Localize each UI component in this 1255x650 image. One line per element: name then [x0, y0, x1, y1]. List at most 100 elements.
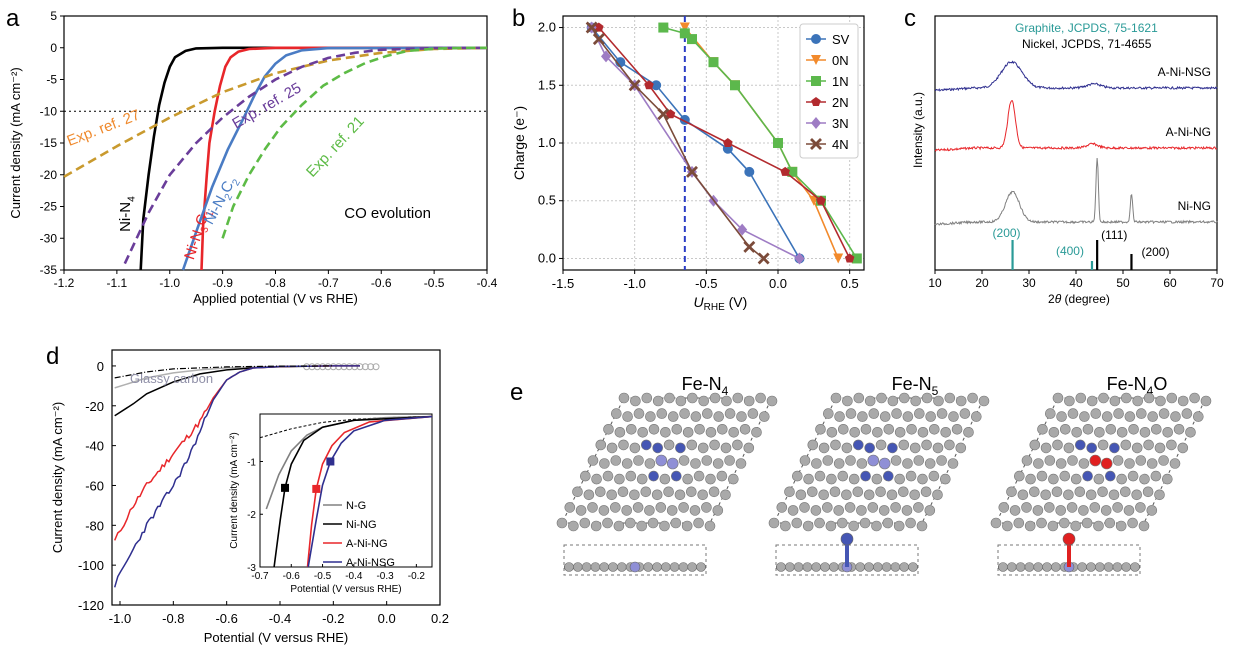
panel-b-marker [811, 117, 821, 129]
panel-e-atom [1193, 411, 1204, 422]
panel-c-xtick-label: 50 [1116, 276, 1130, 290]
panel-e-atom [618, 439, 629, 451]
panel-e-atom [913, 502, 924, 513]
panel-e-atom [836, 517, 848, 529]
panel-e-atom [708, 486, 720, 498]
panel-e-atom [787, 505, 799, 516]
panel-e-atom [944, 392, 956, 404]
panel-d-chart: -1.0 -0.8 -0.6 -0.4 -0.2 0.0 0.2 0 -20 -40 -60 -80 -… [50, 349, 449, 645]
panel-b-marker [665, 109, 676, 119]
panel-e-atom [883, 423, 895, 435]
panel-e-atom [1081, 517, 1093, 529]
panel-e-atom [940, 426, 952, 438]
panel-e-atom [1101, 411, 1113, 422]
panel-e-atom [735, 458, 747, 469]
panel-e-atom [645, 411, 656, 422]
panel-e-atom [879, 411, 891, 422]
panel-e-side-axial-atom [840, 532, 854, 546]
panel-e-atom [898, 392, 910, 404]
panel-e-atom [905, 517, 916, 529]
panel-e-atom [1121, 392, 1132, 404]
panel-b-marker [644, 80, 654, 90]
panel-e-atom [868, 408, 880, 419]
panel-e-atom [675, 395, 687, 407]
panel-e-atom [916, 520, 928, 532]
panel-a-label-ni-n4-part: Ni-N [117, 202, 134, 232]
panel-e-atom [1059, 517, 1070, 529]
panel-e-title-sub: 4 [722, 384, 729, 398]
panel-e-atom [652, 442, 664, 454]
panel-e-atom [815, 423, 826, 435]
panel-d-gc-marker [367, 363, 375, 371]
panel-e-atom [1200, 395, 1212, 407]
panel-b-marker [601, 50, 611, 63]
panel-e-title-sub: 5 [932, 384, 939, 398]
panel-e-atom [837, 423, 849, 435]
panel-e-side-atom [599, 562, 610, 572]
panel-e-atom [603, 423, 614, 435]
panel-a-chart: -1.2 -1.1 -1.0 -0.9 -0.8 -0.7 -0.6 -0.5 -0.4 5 0 -5… [8, 9, 498, 306]
panel-e-atom [716, 470, 728, 482]
panel-d-ytick-label: -40 [85, 439, 104, 454]
panel-e-atom [913, 455, 925, 466]
panel-e-atom [833, 505, 845, 516]
panel-b-marker [811, 76, 821, 86]
panel-e-atom [622, 411, 633, 422]
panel-e-atom [625, 423, 637, 435]
panel-a-xtick-label: -1.0 [159, 276, 180, 290]
panel-e-atom [712, 458, 724, 469]
panel-d-xtick-label: -0.8 [162, 611, 184, 626]
panel-e-atom [944, 439, 955, 451]
panel-d-ylabel: Current density (mA cm⁻²) [50, 402, 65, 553]
panel-d-inset-legend-label: A-Ni-NG [346, 538, 388, 550]
panel-d-gc-marker [329, 363, 337, 371]
panel-e-atom [1104, 517, 1116, 529]
panel-e-atom [1146, 505, 1158, 516]
panel-e-atom [1138, 520, 1150, 532]
panel-b-marker [811, 34, 821, 44]
panel-e-side-atom [1033, 562, 1043, 572]
panel-e-atom [724, 455, 735, 466]
panel-e-side-cell [997, 544, 1141, 576]
panel-d-ytick-label: -80 [85, 518, 104, 533]
panel-e-atom [1085, 489, 1097, 501]
panel-e-atom [826, 426, 838, 438]
panel-c-xlabel-2: 2 [1048, 292, 1055, 306]
panel-e-atom [876, 392, 887, 404]
panel-e-atom [867, 454, 880, 467]
panel-c-xtick-label: 10 [928, 276, 942, 290]
panel-d-inset-ytick-label: -1 [247, 457, 256, 468]
panel-e-atom [1071, 426, 1082, 438]
panel-e-atom [886, 489, 898, 501]
panel-e-atom [1123, 505, 1135, 516]
panel-d-xtick-label: -0.4 [269, 611, 291, 626]
panel-e-atom [1021, 455, 1033, 466]
panel-d-inset-series-line [273, 415, 432, 567]
panel-a-series-line [123, 46, 488, 265]
panel-e-atom [860, 470, 871, 482]
panel-e-atom [925, 411, 937, 422]
panel-e-atom [1009, 505, 1021, 516]
panel-a-label-ref21: Exp. ref. 21 [303, 113, 368, 181]
panel-e-atom [1075, 392, 1087, 404]
panel-e-atom [1146, 458, 1158, 469]
panel-b-marker [811, 55, 821, 65]
panel-e-atom [1177, 395, 1189, 407]
panel-e-atom [1067, 408, 1079, 419]
panel-e-atom [630, 395, 641, 407]
panel-d-gc-marker [345, 363, 353, 371]
panel-e-atom [1066, 502, 1078, 513]
panel-e-side-atom [890, 562, 901, 572]
panel-e-atom [825, 520, 837, 532]
panel-e-atom [617, 486, 629, 498]
panel-e-atom [963, 426, 974, 438]
panel-b-xtick-label: -0.5 [695, 276, 717, 291]
panel-d-inset-ylabel: Current density (mA cm⁻²) [229, 432, 240, 548]
panel-e-atom [621, 458, 633, 469]
panel-e-atom [1078, 458, 1090, 469]
panel-e-atom [625, 470, 637, 482]
panel-b-xlabel: URHE (V) [694, 294, 748, 313]
panel-e-side-atom [1121, 562, 1131, 572]
panel-d-inset-xtick-label: -0.7 [251, 571, 269, 582]
panel-e-atom [878, 457, 891, 470]
